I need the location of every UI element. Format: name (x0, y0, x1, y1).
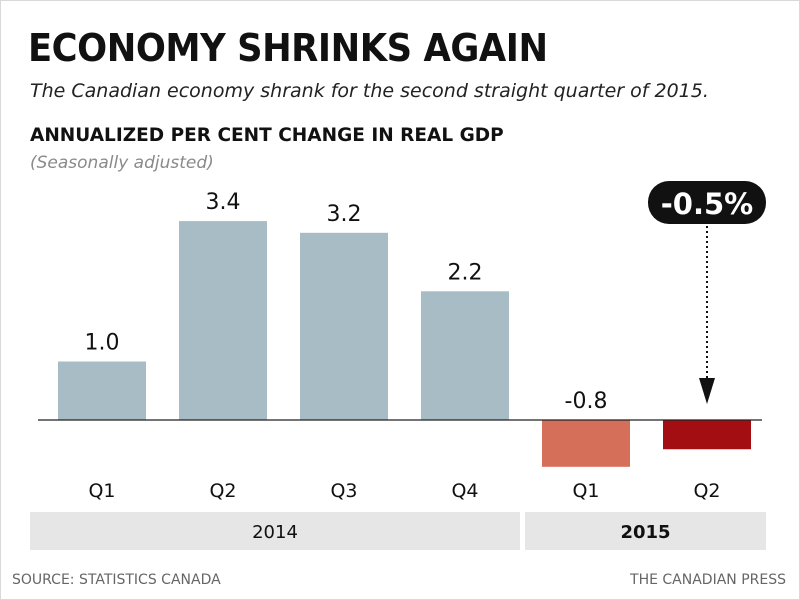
bar-1 (58, 361, 146, 420)
category-label-4: Q4 (451, 480, 478, 502)
callout-label: -0.5% (661, 187, 753, 221)
source-credit: SOURCE: STATISTICS CANADA (12, 572, 221, 588)
group-label-2: 2015 (620, 522, 670, 543)
callout-badge (648, 181, 766, 224)
chart-note: (Seasonally adjusted) (30, 153, 214, 173)
value-label-4: 2.2 (448, 260, 483, 285)
category-label-5: Q1 (572, 480, 599, 502)
value-label-3: 3.2 (327, 202, 362, 227)
bar-5 (542, 420, 630, 467)
group-band-2 (525, 512, 766, 550)
category-label-3: Q3 (330, 480, 357, 502)
group-band-1 (30, 512, 520, 550)
value-label-1: 1.0 (85, 331, 120, 356)
bar-2 (179, 221, 267, 420)
category-label-2: Q2 (209, 480, 236, 502)
bar-3 (300, 232, 388, 420)
callout-arrowhead (699, 378, 715, 404)
group-label-1: 2014 (252, 522, 298, 543)
chart-title: ECONOMY SHRINKS AGAIN (28, 26, 548, 70)
chart-heading: ANNUALIZED PER CENT CHANGE IN REAL GDP (30, 125, 504, 146)
publisher-credit: THE CANADIAN PRESS (630, 572, 786, 588)
value-label-2: 3.4 (206, 190, 241, 215)
bar-6 (663, 420, 751, 450)
category-label-1: Q1 (88, 480, 115, 502)
bar-4 (421, 291, 509, 420)
value-label-5: -0.8 (565, 389, 608, 414)
category-label-6: Q2 (693, 480, 720, 502)
chart-subtitle: The Canadian economy shrank for the seco… (30, 80, 709, 102)
